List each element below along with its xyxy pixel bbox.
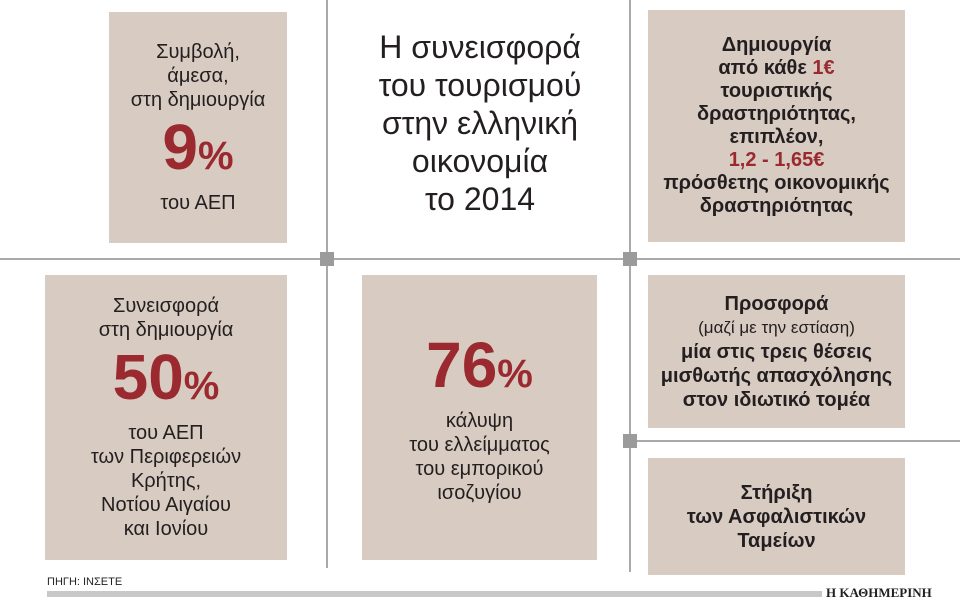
unit: % [183, 364, 220, 408]
text-line: επιπλέον, [729, 126, 824, 148]
funds-box: Στήριξη των Ασφαλιστικών Ταμείων [648, 458, 905, 575]
text-line: στον ιδιωτικό τομέα [682, 388, 871, 411]
text-line: Συνεισφορά [112, 295, 220, 317]
text-line: του ΑΕΠ [128, 422, 204, 444]
text-line: Στήριξη [740, 481, 813, 504]
title-line: Η συνεισφορά [379, 29, 581, 65]
trade-value: 76% [426, 330, 533, 409]
divider-horizontal [0, 258, 960, 260]
title-line: στην ελληνική [381, 105, 579, 141]
highlight-value: 1€ [812, 57, 835, 79]
text-line: και Ιονίου [123, 518, 209, 540]
text-line: του ελλείμματος [409, 434, 550, 456]
gdp-value: 9% [162, 112, 233, 191]
unit: % [198, 134, 234, 178]
text-line: τουριστικής [720, 80, 833, 102]
text-line: (μαζί με την εστίαση) [698, 317, 855, 337]
text-line: των Περιφερειών [90, 446, 242, 468]
jobs-box: Προσφορά (μαζί με την εστίαση) μία στις … [648, 275, 905, 428]
text-line: μισθωτής απασχόλησης [660, 364, 893, 387]
value: 9 [162, 111, 198, 183]
text-line: Ταμείων [737, 529, 816, 552]
text-line: των Ασφαλιστικών [686, 505, 867, 528]
text-line: πρόσθετης οικονομικής [663, 172, 890, 194]
text-line: Προσφορά [724, 292, 829, 315]
source-label: ΠΗΓΗ: ΙΝΣΕΤΕ [47, 576, 123, 588]
text: από κάθε [718, 57, 813, 79]
multiplier-box: Δημιουργία από κάθε 1€ τουριστικής δραστ… [648, 10, 905, 242]
highlight-value: 1,2 - 1,65€ [728, 149, 825, 171]
text-line: Δημιουργία [721, 34, 832, 56]
text-line: στη δημιουργία [98, 319, 234, 341]
text-line: κάλυψη [445, 410, 514, 432]
junction-square [320, 252, 334, 266]
unit: % [497, 352, 533, 396]
text-line: Νοτίου Αιγαίου [101, 494, 231, 516]
trade-box: 76% κάλυψη του ελλείμματος του εμπορικού… [362, 275, 597, 560]
text-line: άμεσα, [167, 65, 229, 87]
publisher-logo: Η ΚΑΘΗΜΕΡΙΝΗ [826, 585, 932, 600]
text-line: του ΑΕΠ [160, 192, 236, 214]
divider-horizontal-right [630, 440, 960, 442]
title-line: οικονομία [411, 143, 549, 179]
value: 76 [426, 329, 498, 401]
text-line: μία στις τρεις θέσεις [680, 340, 873, 363]
gdp-box: Συμβολή, άμεσα, στη δημιουργία 9% του ΑΕ… [109, 12, 287, 243]
divider-vertical-left [326, 0, 328, 568]
regions-box: Συνεισφορά στη δημιουργία 50% του ΑΕΠ τω… [45, 275, 287, 560]
text-line: του εμπορικού [415, 458, 544, 480]
text-line: δραστηριότητας [699, 195, 854, 217]
text-line: στη δημιουργία [130, 89, 266, 111]
junction-square [623, 252, 637, 266]
divider-vertical-right [629, 0, 631, 572]
text-line: Κρήτης, [130, 470, 202, 492]
title-line: του τουρισμού [378, 67, 582, 103]
text-line: δραστηριότητας, [697, 103, 856, 125]
regions-value: 50% [113, 342, 220, 421]
text-line: Συμβολή, [156, 41, 240, 63]
page-title: Η συνεισφορά του τουρισμού στην ελληνική… [335, 28, 625, 218]
footer-bar [47, 591, 822, 597]
junction-square [623, 434, 637, 448]
text-line: ισοζυγίου [437, 482, 522, 504]
value: 50 [112, 341, 184, 413]
title-line: το 2014 [424, 181, 536, 217]
text-line: από κάθε 1€ [718, 57, 834, 80]
